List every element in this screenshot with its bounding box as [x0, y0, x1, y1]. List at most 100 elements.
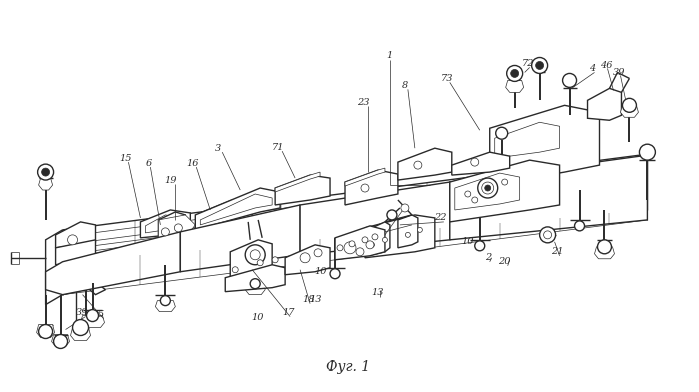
- Polygon shape: [230, 240, 272, 285]
- Polygon shape: [225, 265, 285, 292]
- Text: 39: 39: [76, 308, 89, 317]
- Circle shape: [300, 253, 310, 263]
- Circle shape: [563, 73, 577, 87]
- Polygon shape: [588, 88, 621, 120]
- Text: 71: 71: [272, 143, 284, 152]
- Circle shape: [532, 58, 547, 73]
- Polygon shape: [495, 122, 560, 158]
- Polygon shape: [38, 178, 52, 190]
- Text: 1: 1: [387, 51, 393, 60]
- Polygon shape: [195, 188, 280, 230]
- Circle shape: [337, 245, 343, 251]
- Circle shape: [598, 240, 612, 254]
- Polygon shape: [36, 325, 55, 338]
- Circle shape: [640, 144, 656, 160]
- Polygon shape: [56, 240, 96, 265]
- Circle shape: [502, 179, 507, 185]
- Circle shape: [465, 191, 470, 197]
- Circle shape: [387, 210, 397, 220]
- Polygon shape: [180, 205, 300, 272]
- Circle shape: [477, 178, 498, 198]
- Circle shape: [356, 248, 364, 256]
- Circle shape: [622, 98, 636, 112]
- Circle shape: [540, 227, 556, 243]
- Circle shape: [38, 164, 54, 180]
- Text: 13: 13: [309, 295, 322, 304]
- Polygon shape: [452, 152, 510, 175]
- Circle shape: [87, 310, 99, 321]
- Polygon shape: [159, 215, 195, 243]
- Text: 10: 10: [251, 313, 264, 322]
- Circle shape: [507, 65, 523, 82]
- Polygon shape: [52, 334, 70, 347]
- Text: 16: 16: [186, 159, 199, 168]
- Circle shape: [250, 279, 260, 289]
- Polygon shape: [335, 226, 385, 260]
- Text: 18: 18: [302, 295, 315, 304]
- Circle shape: [575, 221, 584, 231]
- Polygon shape: [345, 168, 385, 186]
- Text: 6: 6: [145, 159, 152, 168]
- Text: 13: 13: [372, 288, 384, 297]
- Circle shape: [68, 235, 78, 245]
- Polygon shape: [155, 301, 175, 312]
- Circle shape: [470, 158, 479, 166]
- Circle shape: [330, 269, 340, 279]
- Circle shape: [250, 250, 260, 260]
- Polygon shape: [145, 215, 182, 233]
- Circle shape: [382, 237, 387, 242]
- Polygon shape: [285, 245, 330, 275]
- Text: 3: 3: [215, 144, 222, 152]
- Polygon shape: [300, 182, 449, 255]
- Polygon shape: [56, 222, 96, 248]
- Polygon shape: [80, 316, 104, 328]
- Text: 39: 39: [613, 68, 626, 77]
- Text: 10: 10: [315, 267, 327, 276]
- Text: 8: 8: [402, 81, 408, 90]
- Polygon shape: [621, 105, 638, 117]
- Polygon shape: [365, 215, 435, 258]
- Circle shape: [42, 168, 50, 176]
- Circle shape: [496, 127, 507, 139]
- Polygon shape: [201, 194, 272, 225]
- Circle shape: [349, 241, 355, 247]
- Circle shape: [54, 334, 68, 348]
- Text: 17: 17: [282, 308, 294, 317]
- Circle shape: [482, 182, 493, 194]
- Polygon shape: [45, 232, 180, 295]
- Polygon shape: [372, 222, 390, 255]
- Circle shape: [361, 184, 369, 192]
- Polygon shape: [245, 284, 265, 295]
- Text: 73: 73: [440, 74, 453, 83]
- Circle shape: [417, 227, 422, 232]
- Text: 15: 15: [120, 154, 131, 163]
- Circle shape: [511, 69, 519, 78]
- Polygon shape: [275, 172, 320, 192]
- Circle shape: [73, 319, 89, 336]
- Circle shape: [535, 62, 544, 69]
- Circle shape: [344, 242, 356, 254]
- Circle shape: [372, 234, 378, 240]
- Circle shape: [314, 249, 322, 257]
- Polygon shape: [449, 160, 560, 222]
- Polygon shape: [490, 105, 600, 185]
- Polygon shape: [275, 175, 330, 205]
- Polygon shape: [398, 215, 418, 248]
- Circle shape: [232, 267, 238, 273]
- Text: 10: 10: [461, 237, 474, 246]
- Circle shape: [257, 260, 263, 266]
- Polygon shape: [595, 247, 614, 259]
- Circle shape: [245, 245, 265, 265]
- Circle shape: [414, 161, 422, 169]
- Polygon shape: [201, 200, 252, 228]
- Circle shape: [272, 257, 278, 263]
- Circle shape: [174, 224, 182, 232]
- Circle shape: [370, 242, 375, 247]
- Polygon shape: [449, 155, 647, 240]
- Circle shape: [38, 325, 52, 339]
- Text: 22: 22: [433, 213, 446, 222]
- Circle shape: [405, 232, 410, 237]
- Polygon shape: [505, 80, 524, 93]
- Text: 46: 46: [600, 61, 613, 70]
- Text: 5: 5: [97, 310, 103, 319]
